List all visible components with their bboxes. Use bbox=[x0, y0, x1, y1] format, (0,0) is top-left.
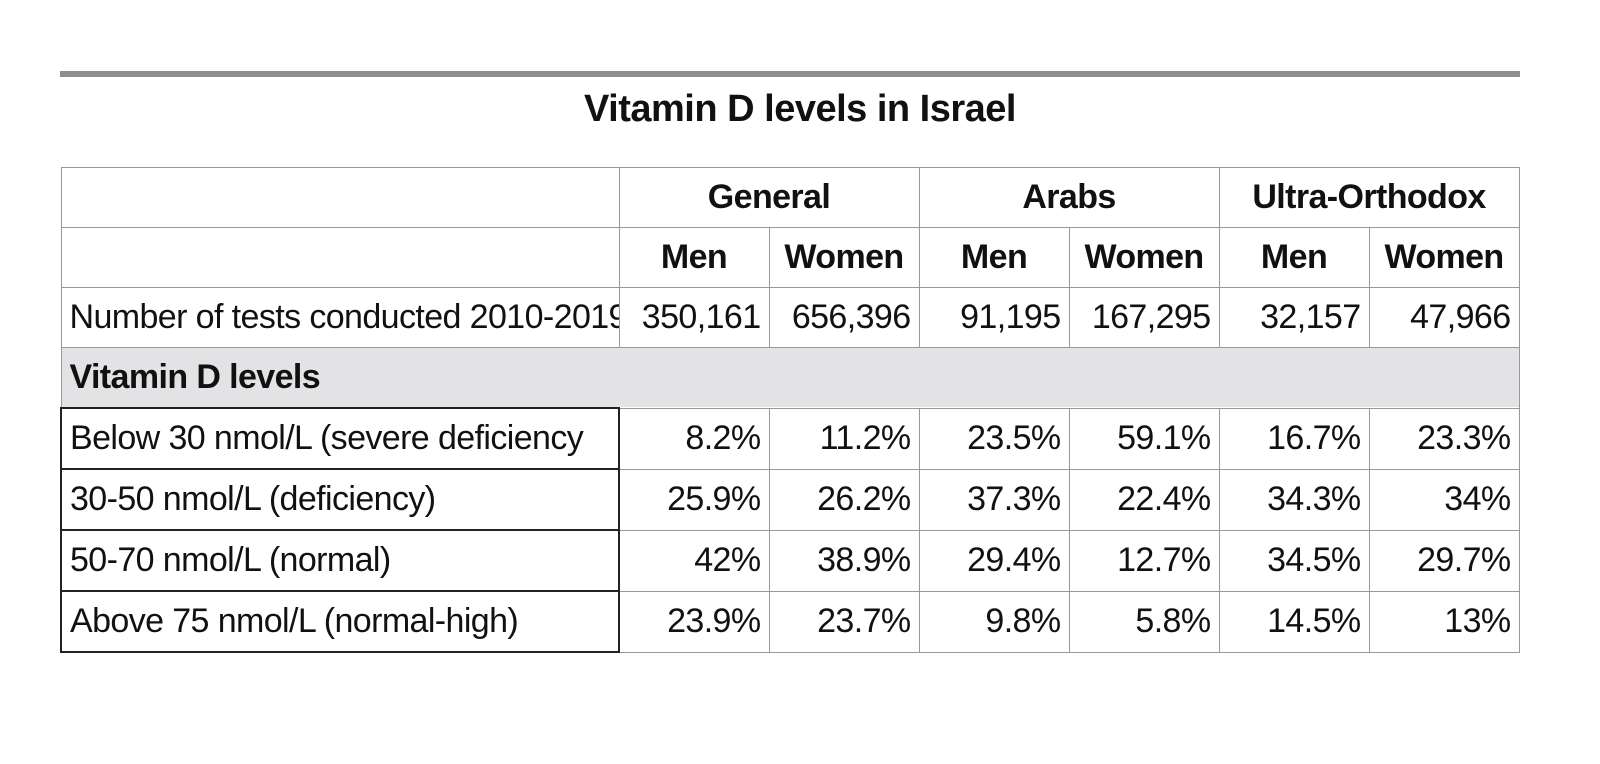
table-cell: 8.2% bbox=[618, 407, 770, 470]
subheader-general-women: Women bbox=[768, 227, 920, 288]
table-cell: 38.9% bbox=[768, 529, 920, 592]
tests-value: 350,161 bbox=[618, 287, 770, 348]
table-cell: 12.7% bbox=[1068, 529, 1220, 592]
table-cell: 29.7% bbox=[1368, 529, 1520, 592]
group-header-general: General bbox=[618, 167, 920, 228]
table-row: 30-50 nmol/L (deficiency) 25.9% 26.2% 37… bbox=[60, 468, 1520, 531]
table-cell: 23.3% bbox=[1368, 407, 1520, 470]
subheader-ultra-orthodox-men: Men bbox=[1218, 227, 1370, 288]
table-cell: 23.9% bbox=[618, 590, 770, 653]
table-row: 50-70 nmol/L (normal) 42% 38.9% 29.4% 12… bbox=[60, 529, 1520, 592]
table-cell: 23.7% bbox=[768, 590, 920, 653]
table-cell: 25.9% bbox=[618, 468, 770, 531]
table-cell: 13% bbox=[1368, 590, 1520, 653]
group-header-arabs: Arabs bbox=[918, 167, 1220, 228]
corner-cell bbox=[60, 227, 620, 288]
tests-value: 47,966 bbox=[1368, 287, 1520, 348]
table-cell: 9.8% bbox=[918, 590, 1070, 653]
tests-value: 656,396 bbox=[768, 287, 920, 348]
table-row: Below 30 nmol/L (severe deficiency 8.2% … bbox=[60, 407, 1520, 470]
table-cell: 16.7% bbox=[1218, 407, 1370, 470]
table-title: Vitamin D levels in Israel bbox=[584, 88, 1016, 130]
row-label: Below 30 nmol/L (severe deficiency bbox=[60, 407, 620, 470]
subheader-row: Men Women Men Women Men Women bbox=[60, 227, 1520, 288]
table-cell: 59.1% bbox=[1068, 407, 1220, 470]
vitamin-d-table: General Arabs Ultra-Orthodox Men Women M… bbox=[60, 167, 1520, 653]
tests-row: Number of tests conducted 2010-2019 350,… bbox=[60, 287, 1520, 348]
row-label: 50-70 nmol/L (normal) bbox=[60, 529, 620, 592]
subheader-arabs-men: Men bbox=[918, 227, 1070, 288]
table-cell: 5.8% bbox=[1068, 590, 1220, 653]
row-label: 30-50 nmol/L (deficiency) bbox=[60, 468, 620, 531]
subheader-general-men: Men bbox=[618, 227, 770, 288]
table-cell: 26.2% bbox=[768, 468, 920, 531]
table-row: Above 75 nmol/L (normal-high) 23.9% 23.7… bbox=[60, 590, 1520, 653]
table-cell: 37.3% bbox=[918, 468, 1070, 531]
table-cell: 29.4% bbox=[918, 529, 1070, 592]
table-cell: 22.4% bbox=[1068, 468, 1220, 531]
tests-value: 91,195 bbox=[918, 287, 1070, 348]
table-cell: 34% bbox=[1368, 468, 1520, 531]
subheader-arabs-women: Women bbox=[1068, 227, 1220, 288]
subheader-ultra-orthodox-women: Women bbox=[1368, 227, 1520, 288]
table-cell: 42% bbox=[618, 529, 770, 592]
group-header-ultra-orthodox: Ultra-Orthodox bbox=[1218, 167, 1520, 228]
table-cell: 23.5% bbox=[918, 407, 1070, 470]
tests-value: 167,295 bbox=[1068, 287, 1220, 348]
tests-value: 32,157 bbox=[1218, 287, 1370, 348]
top-rule bbox=[60, 71, 1520, 77]
corner-cell bbox=[60, 167, 620, 228]
section-label: Vitamin D levels bbox=[60, 347, 1520, 409]
table-cell: 34.3% bbox=[1218, 468, 1370, 531]
section-row: Vitamin D levels bbox=[60, 347, 1520, 409]
table-cell: 34.5% bbox=[1218, 529, 1370, 592]
group-header-row: General Arabs Ultra-Orthodox bbox=[60, 167, 1520, 228]
table-cell: 11.2% bbox=[768, 407, 920, 470]
tests-row-label: Number of tests conducted 2010-2019 bbox=[60, 287, 620, 348]
row-label: Above 75 nmol/L (normal-high) bbox=[60, 590, 620, 653]
table-cell: 14.5% bbox=[1218, 590, 1370, 653]
